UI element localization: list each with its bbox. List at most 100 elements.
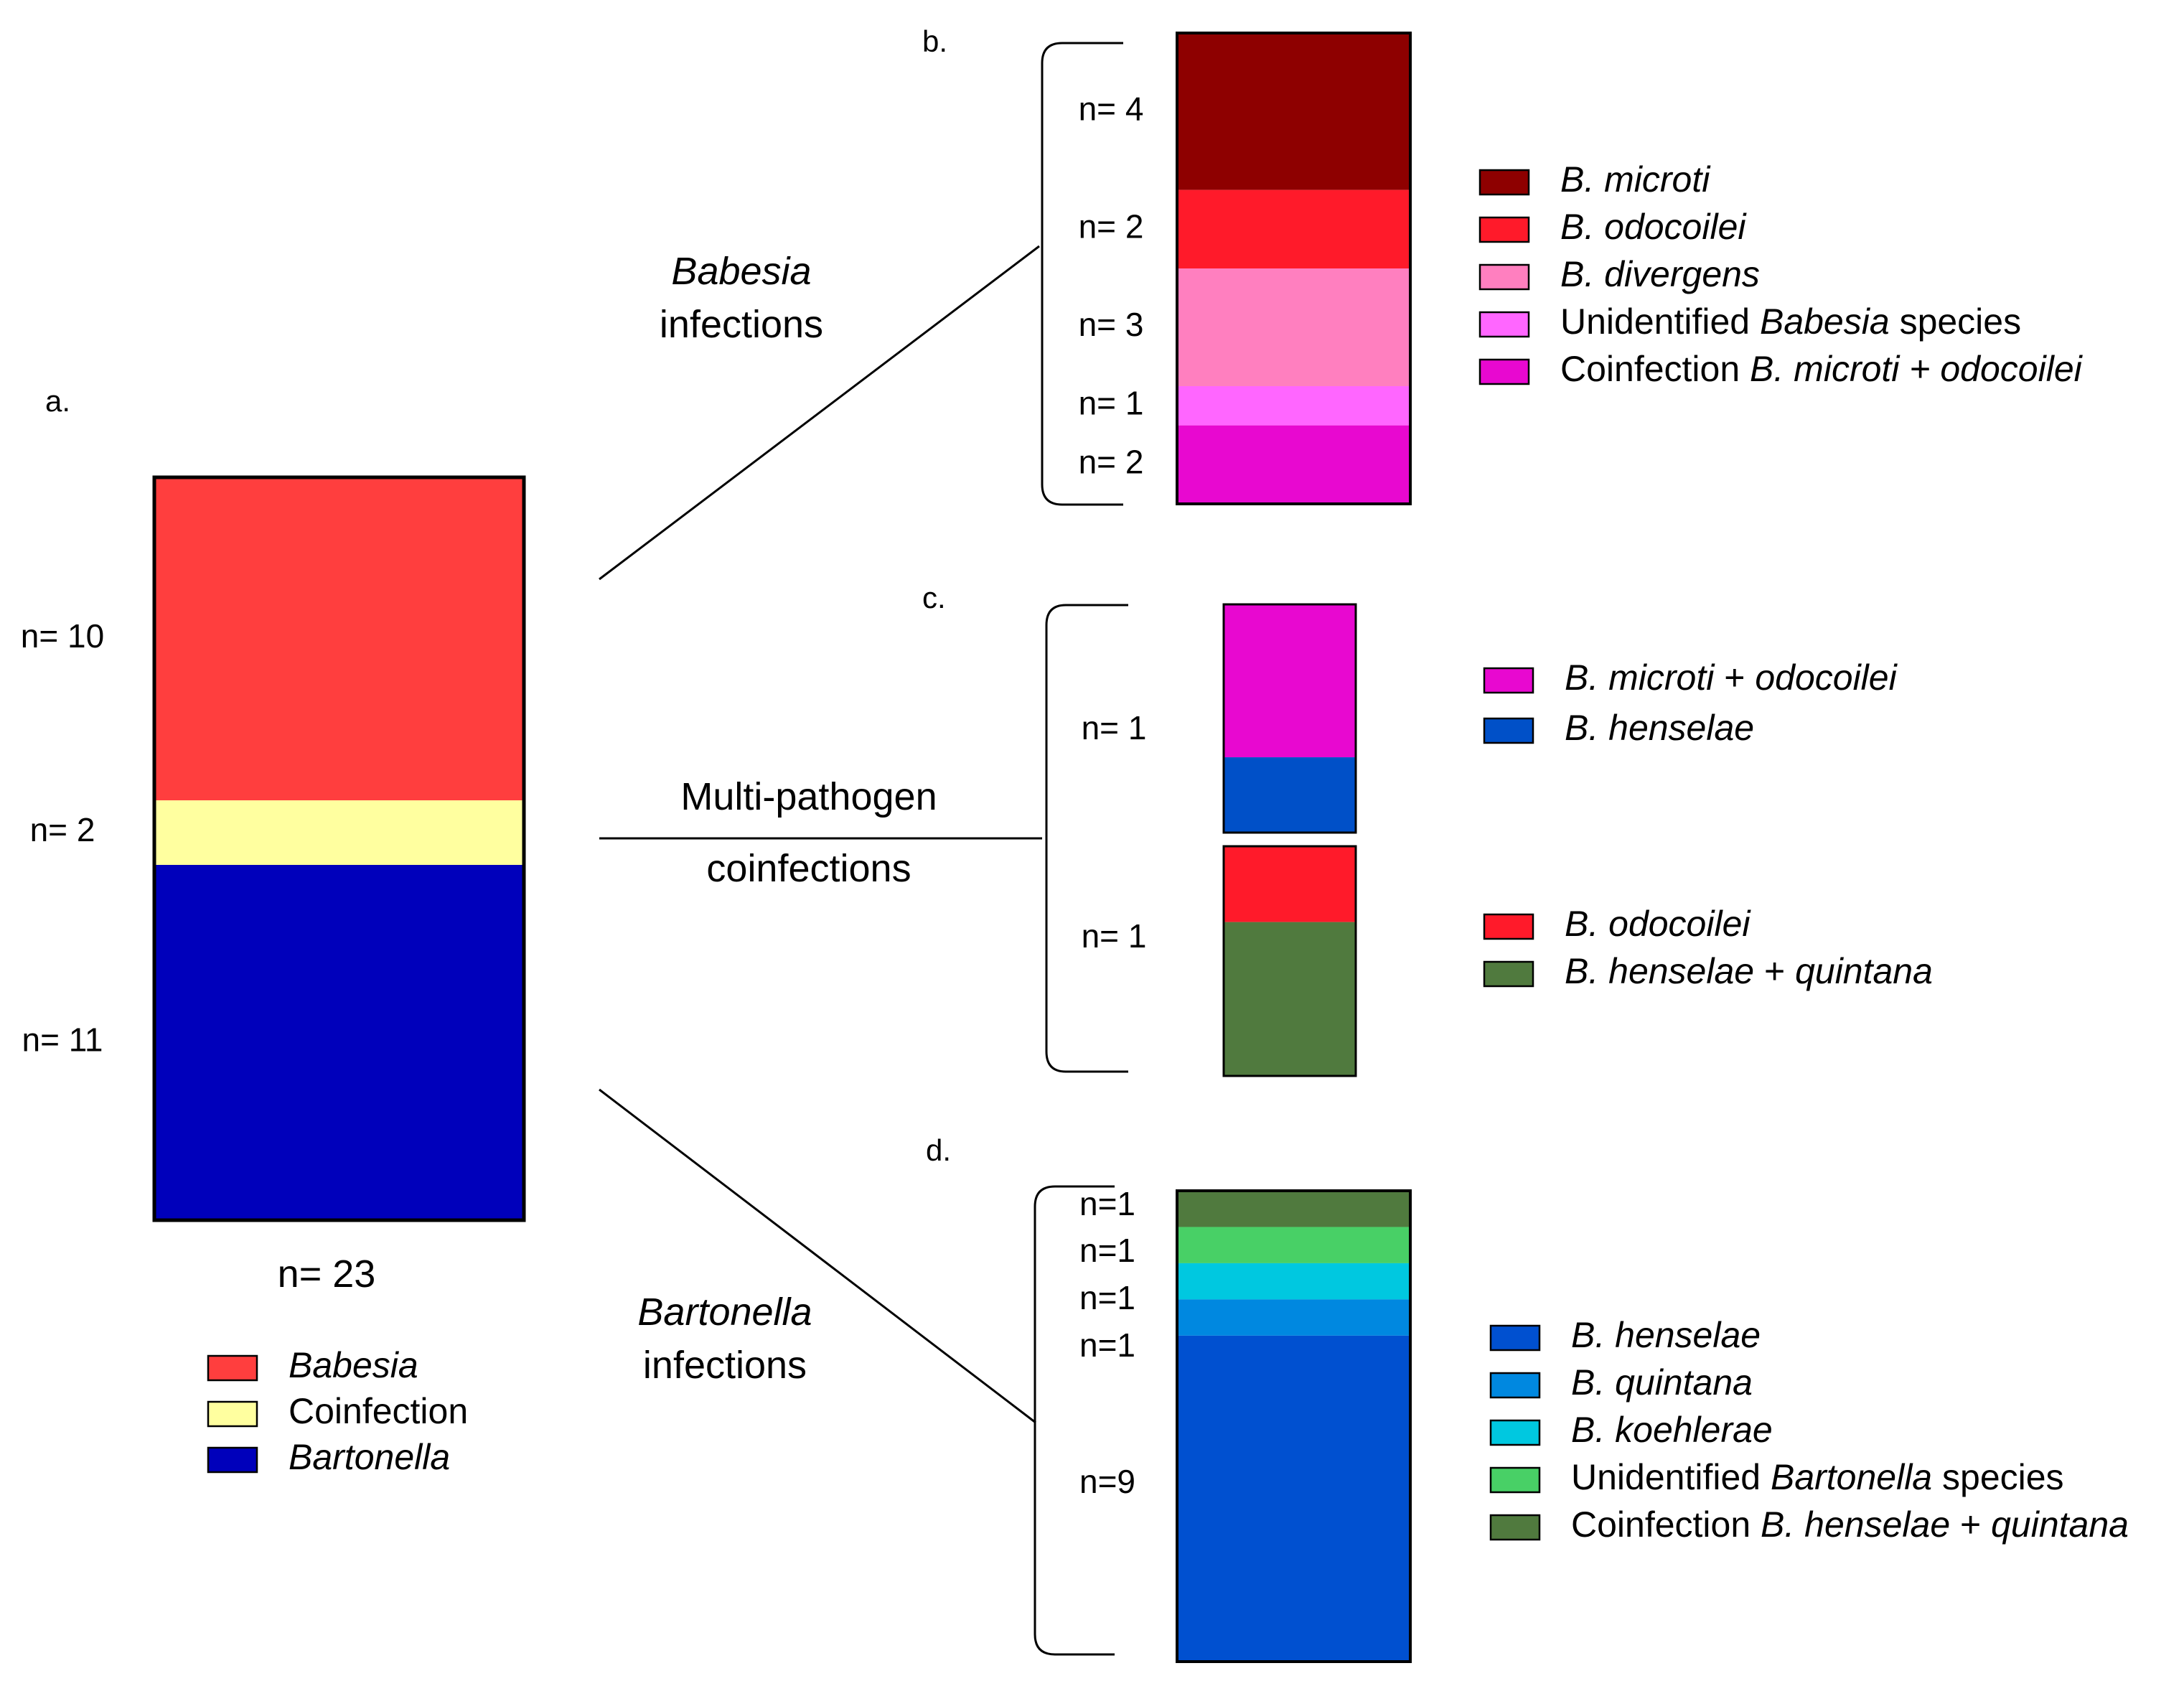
panel-a-segment-2 [154,800,524,865]
panel-a-legend-entry-coinfection: Coinfection [289,1391,468,1431]
panel-b-legend-entry-text: B. divergens [1560,254,1760,294]
panel-c-bar-2: n= 1 [1082,845,1357,1077]
panel-b-segment-2 [1177,189,1410,268]
panel-c: n= 1 n= 1 B. microti + odocoilei B. hense… [1082,603,1933,1077]
panel-a-legend-entry-text: Babesia [289,1345,418,1385]
panel-c-bar-1-segment-2 [1224,757,1356,833]
panel-a-count-label-2: n= 2 [30,811,95,848]
babesia-caption-line2: infections [660,303,823,346]
panel-c-legend-2-swatch-1 [1483,913,1534,940]
panel-d-count-label-5: n=9 [1079,1463,1135,1500]
panel-c-legend-2-entry-b-henselae-quintana: B. henselae + quintana [1565,951,1933,991]
panel-a-bar: n= 10 n= 2 n= 11 [21,475,526,1222]
panel-a-legend-entry-text: Bartonella [289,1437,450,1477]
panel-a-legend: Babesia Coinfection Bartonella [207,1345,468,1477]
panel-d-legend-entry-coinfection-b-henselae-quintana: Coinfection B. henselae + quintana [1571,1504,2129,1545]
panel-b-legend-entry-text: B. microti [1560,159,1711,200]
panel-c-bar-2-outline [1222,845,1357,1077]
panel-c-legend-2-swatch-2 [1483,960,1534,988]
panel-b: n= 4 n= 2 n= 3 n= 1 n= 2 B. microti B. odocoi… [1079,32,2084,505]
panel-b-legend-entry-text: Unidentified [1560,301,1760,342]
panel-b-legend-swatch-1 [1478,169,1530,196]
panel-d-legend-entry-text: Coinfection [1571,1504,1761,1545]
panel-c-legend-1-entry-text: B. henselae [1565,708,1754,748]
panel-b-count-label-2: n= 2 [1079,207,1144,245]
panel-b-legend-entry-text: species [1890,301,2021,342]
panel-b-legend-entry-b-divergens: B. divergens [1560,254,1760,294]
panel-a-segment-3 [154,865,524,1220]
panel-c-bar-1-outline [1222,603,1357,834]
panel-d-legend-entry-text: quintana [1991,1504,2129,1545]
panel-c-bar-1-segment-1 [1224,604,1356,758]
panel-c-legend-1-swatch-1 [1483,667,1534,694]
panel-c-legend-2-entry-text: quintana [1795,951,1933,991]
connector-line-babesia [599,245,1040,581]
bracket-panel-c [1045,604,1128,1073]
panel-d-outline [1176,1189,1412,1663]
multi-caption-line2: coinfections [706,847,911,890]
panel-d-legend-entry-text: + [1950,1504,1991,1545]
panel-c-legend-1-entry-text: + [1714,657,1755,698]
panel-b-segment-3 [1177,268,1410,386]
panel-a: n= 10n= 2n= 11 n= 23 BabesiaCoinfectionB… [21,475,526,1477]
panel-c-legend-2-entry-text: B. henselae [1565,951,1754,991]
panel-a-legend-swatch-2 [207,1400,258,1428]
panel-c-bar-2-count-label: n= 1 [1082,917,1147,955]
panel-b-segment-1 [1177,33,1410,190]
panel-c-letter: c. [922,581,946,614]
panel-b-legend-entry-text: Coinfection [1560,349,1750,389]
panel-d-count-label-1: n=1 [1079,1185,1135,1222]
panel-a-legend-swatch-3 [207,1446,258,1474]
panel-b-legend-entry-text: Babesia [1760,301,1890,342]
panel-d-count-label-4: n=1 [1079,1326,1135,1364]
panel-d-segment-2 [1177,1227,1410,1263]
panel-d-legend-swatch-5 [1489,1514,1541,1541]
panel-d-legend-entry-text: Bartonella [1771,1457,1932,1497]
panel-d-letter: d. [926,1133,951,1167]
panel-c-legend-1-entry-text: B. microti [1565,657,1715,698]
panel-d-legend-swatch-3 [1489,1419,1541,1446]
panel-d-segment-4 [1177,1299,1410,1336]
panel-a-count-label-1: n= 10 [21,617,104,655]
panel-d-legend-entry-b-henselae: B. henselae [1571,1315,1761,1355]
connector-line-bartonella [599,1088,1036,1424]
panel-c-legend-1-entry-b-microti-odocoilei: B. microti + odocoilei [1565,657,1898,698]
panel-d-legend-entry-b-quintana: B. quintana [1571,1362,1753,1403]
panel-a-count-label-3: n= 11 [22,1021,103,1059]
panel-b-segment-5 [1177,425,1410,504]
panel-b-segment-4 [1177,386,1410,426]
panel-b-legend-swatch-3 [1478,263,1530,291]
panel-d-legend-entry-text: B. koehlerae [1571,1410,1773,1450]
panel-b-letter: b. [922,24,947,58]
panel-d-legend-entry-text: B. henselae [1761,1504,1950,1545]
bartonella-caption-line2: infections [643,1344,807,1387]
panel-b-legend-entry-b-microti: B. microti [1560,159,1711,200]
panel-b-count-label-4: n= 1 [1079,384,1144,421]
panel-d-legend-entry-text: species [1932,1457,2063,1497]
panel-d-segment-1 [1177,1191,1410,1227]
panel-a-legend-entry-bartonella: Bartonella [289,1437,450,1477]
panel-d-legend-swatch-1 [1489,1324,1541,1352]
panel-c-legend-1-entry-b-henselae: B. henselae [1565,708,1754,748]
multi-caption-line1: Multi-pathogen [680,775,937,818]
panel-d-segment-5 [1177,1335,1410,1662]
panel-a-segment-1 [154,477,524,800]
panel-d-legend-entry-unidentified-bartonella-species: Unidentified Bartonella species [1571,1457,2064,1497]
panel-d-segment-3 [1177,1263,1410,1300]
panel-a-legend-swatch-1 [207,1354,258,1382]
panel-a-outline [152,475,526,1222]
panel-c-bar-1: n= 1 [1082,603,1357,834]
panel-c-legend-1: B. microti + odocoilei B. henselae [1483,657,1898,748]
panel-c-legend-1-swatch-2 [1483,717,1534,744]
panel-b-outline [1176,32,1412,505]
panel-d-legend: B. henselae B. quintana B. koehlerae Uniden… [1489,1315,2129,1545]
panel-a-legend-entry-babesia: Babesia [289,1345,418,1385]
bartonella-caption-line1: Bartonella [637,1291,812,1334]
panel-d-legend-entry-text: B. henselae [1571,1315,1761,1355]
panel-a-total-label: n= 23 [278,1252,376,1296]
panel-b-count-label-1: n= 4 [1079,90,1144,127]
panel-b-bar: n= 4 n= 2 n= 3 n= 1 n= 2 [1079,32,1412,505]
panel-d-legend-entry-b-koehlerae: B. koehlerae [1571,1410,1773,1450]
panel-b-legend-entry-unidentified-babesia-species: Unidentified Babesia species [1560,301,2021,342]
panel-c-bar-2-segment-2 [1224,922,1356,1076]
